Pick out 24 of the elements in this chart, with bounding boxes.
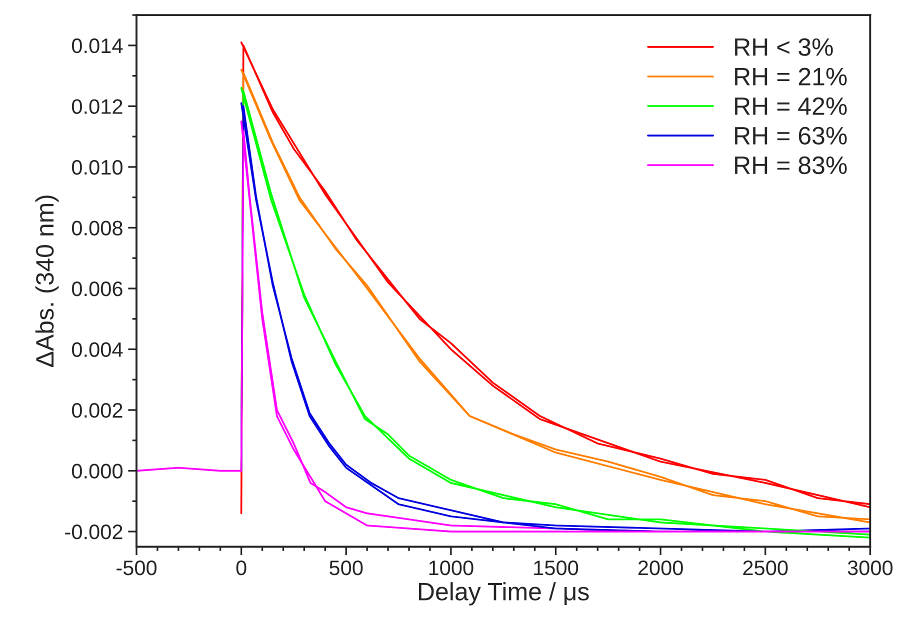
y-tick-label: 0.002	[72, 403, 122, 418]
y-tick-label: 0.014	[72, 38, 123, 54]
legend-label: RH = 83%	[735, 156, 847, 174]
y-axis-title: ΔAbs. (340 nm)	[35, 196, 59, 367]
x-tick-label: 1500	[534, 560, 578, 576]
x-tick-label: 0	[236, 560, 246, 576]
y-tick-label: 0.004	[72, 342, 123, 358]
x-tick-label: -500	[116, 560, 157, 576]
x-tick-label: 2000	[638, 560, 683, 576]
x-tick-label: 500	[330, 560, 363, 576]
y-tick-label: 0.010	[72, 160, 122, 175]
y-tick-label: -0.002	[65, 524, 122, 540]
legend-label: RH = 21%	[735, 68, 847, 86]
y-tick-label: 0.006	[72, 281, 122, 296]
y-tick-label: 0.000	[72, 464, 122, 479]
x-tick-label: 3000	[848, 560, 893, 576]
x-tick-label: 1000	[429, 560, 474, 576]
x-tick-label: 2500	[743, 560, 788, 576]
x-axis-title: Delay Time / μs	[418, 582, 589, 606]
y-tick-label: 0.012	[72, 99, 122, 114]
legend-label: RH < 3%	[735, 38, 833, 56]
y-tick-label: 0.008	[72, 220, 122, 236]
legend-label: RH = 42%	[735, 97, 847, 115]
legend-label: RH = 63%	[735, 126, 847, 145]
